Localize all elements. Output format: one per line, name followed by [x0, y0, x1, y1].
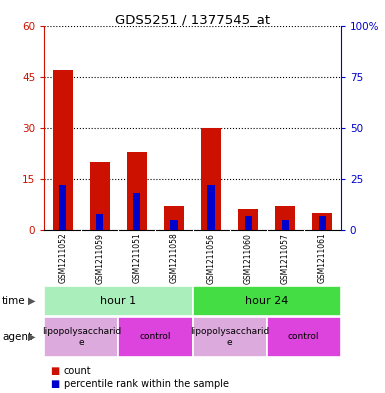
Bar	[119, 317, 192, 357]
Bar	[319, 216, 326, 230]
Text: ■: ■	[50, 366, 59, 376]
Bar	[244, 216, 252, 230]
Bar	[267, 317, 341, 357]
Bar	[59, 185, 66, 230]
Bar	[90, 162, 110, 230]
Bar	[44, 286, 192, 316]
Bar	[281, 220, 289, 230]
Text: GSM1211051: GSM1211051	[132, 233, 141, 283]
Text: GSM1211057: GSM1211057	[281, 233, 290, 283]
Bar	[208, 185, 214, 230]
Bar	[96, 213, 104, 230]
Bar	[53, 70, 73, 230]
Bar	[127, 152, 147, 230]
Text: ▶: ▶	[28, 332, 35, 342]
Text: ■: ■	[50, 379, 59, 389]
Text: GSM1211059: GSM1211059	[95, 233, 104, 283]
Text: GSM1211056: GSM1211056	[206, 233, 216, 283]
Text: GDS5251 / 1377545_at: GDS5251 / 1377545_at	[115, 13, 270, 26]
Bar	[275, 206, 295, 230]
Bar	[164, 206, 184, 230]
Text: hour 24: hour 24	[245, 296, 288, 306]
Bar	[201, 128, 221, 230]
Text: hour 1: hour 1	[100, 296, 136, 306]
Text: ▶: ▶	[28, 296, 35, 306]
Text: GSM1211061: GSM1211061	[318, 233, 327, 283]
Bar	[133, 193, 141, 230]
Bar	[171, 220, 177, 230]
Text: control: control	[288, 332, 320, 342]
Text: agent: agent	[2, 332, 32, 342]
Text: GSM1211060: GSM1211060	[244, 233, 253, 283]
Text: lipopolysaccharid
e: lipopolysaccharid e	[190, 327, 269, 347]
Text: count: count	[64, 366, 91, 376]
Bar	[44, 317, 119, 357]
Text: time: time	[2, 296, 25, 306]
Text: control: control	[140, 332, 171, 342]
Bar	[192, 286, 341, 316]
Text: GSM1211052: GSM1211052	[58, 233, 67, 283]
Text: GSM1211058: GSM1211058	[169, 233, 179, 283]
Bar	[238, 209, 258, 230]
Bar	[192, 317, 267, 357]
Text: percentile rank within the sample: percentile rank within the sample	[64, 379, 229, 389]
Text: lipopolysaccharid
e: lipopolysaccharid e	[42, 327, 121, 347]
Bar	[312, 213, 332, 230]
